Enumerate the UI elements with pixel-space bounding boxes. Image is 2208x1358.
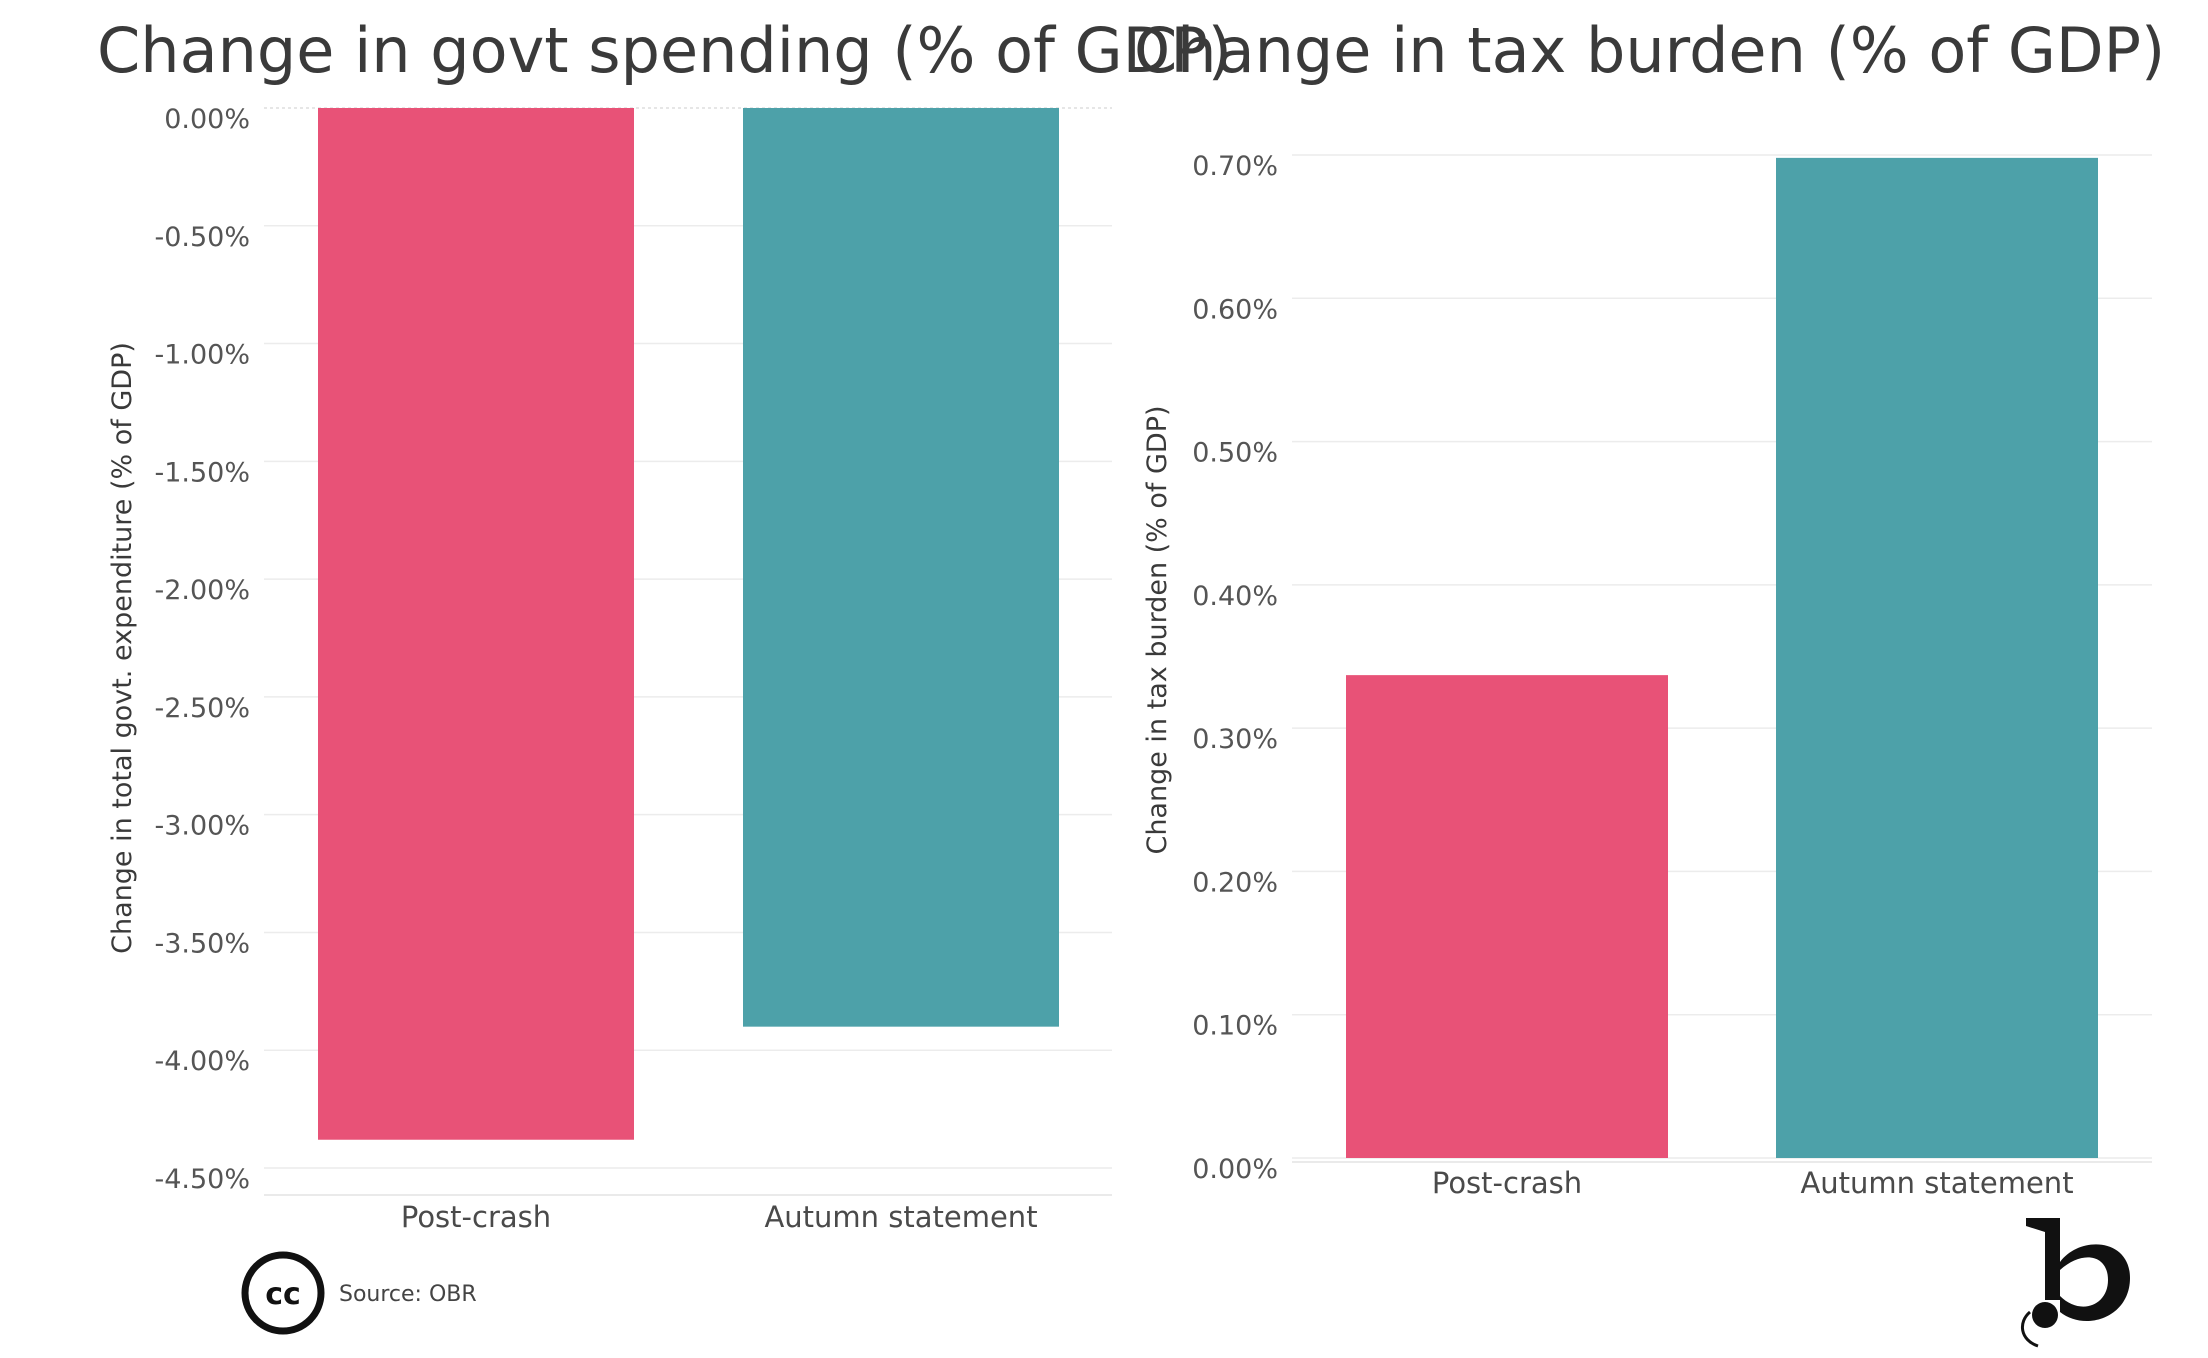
- tax-y-axis-label: Change in tax burden (% of GDP): [1142, 405, 1173, 854]
- spending-y-ticks: 0.00% -0.50% -1.00% -1.50% -2.00% -2.50% -3.00…: [154, 104, 250, 1195]
- tax-y-tick-label: 0.20%: [1192, 867, 1278, 898]
- b-logo-icon: [2021, 1218, 2130, 1348]
- spending-y-tick-label: -2.50%: [154, 693, 250, 724]
- spending-y-tick-label: 0.00%: [164, 104, 250, 135]
- tax-y-tick-label: 0.50%: [1192, 438, 1278, 469]
- spending-y-axis-label: Change in total govt. expenditure (% of …: [107, 342, 138, 954]
- source-note: Source: OBR: [339, 1282, 477, 1307]
- tax-chart-title: Change in tax burden (% of GDP): [1134, 14, 2165, 87]
- tax-x-tick-label: Post-crash: [1432, 1166, 1582, 1200]
- spending-bar-post-crash: [318, 108, 634, 1140]
- tax-chart: Change in tax burden (% of GDP) Change i…: [1134, 14, 2165, 1200]
- tax-x-ticks: Post-crash Autumn statement: [1432, 1166, 2074, 1200]
- tax-bar-post-crash: [1346, 675, 1668, 1158]
- spending-y-tick-label: -1.00%: [154, 340, 250, 371]
- tax-y-tick-label: 0.70%: [1192, 151, 1278, 182]
- tax-y-tick-label: 0.30%: [1192, 724, 1278, 755]
- tax-y-tick-label: 0.00%: [1192, 1154, 1278, 1185]
- spending-y-tick-label: -2.00%: [154, 575, 250, 606]
- tax-bars: [1346, 157, 2098, 1158]
- spending-y-tick-label: -0.50%: [154, 222, 250, 253]
- spending-x-tick-label: Autumn statement: [764, 1200, 1037, 1234]
- tax-y-ticks: 0.00% 0.10% 0.20% 0.30% 0.40% 0.50% 0.60% 0.70%: [1192, 151, 1278, 1185]
- spending-chart-title: Change in govt spending (% of GDP): [97, 14, 1232, 87]
- spending-bars: [318, 108, 1059, 1140]
- spending-chart: Change in govt spending (% of GDP) Chang…: [97, 14, 1232, 1234]
- spending-y-tick-label: -3.00%: [154, 811, 250, 842]
- spending-y-tick-label: -4.50%: [154, 1164, 250, 1195]
- tax-y-tick-label: 0.60%: [1192, 294, 1278, 325]
- spending-x-ticks: Post-crash Autumn statement: [401, 1200, 1038, 1234]
- creative-commons-icon: cc: [241, 1251, 325, 1335]
- spending-bar-autumn-statement: [743, 108, 1059, 1027]
- tax-x-tick-label: Autumn statement: [1800, 1166, 2073, 1200]
- spending-y-tick-label: -3.50%: [154, 928, 250, 959]
- license-text: cc: [265, 1277, 301, 1312]
- spending-y-tick-label: -1.50%: [154, 457, 250, 488]
- tax-bar-autumn-statement: [1776, 157, 2098, 1158]
- spending-x-tick-label: Post-crash: [401, 1200, 551, 1234]
- tax-y-tick-label: 0.40%: [1192, 581, 1278, 612]
- spending-y-tick-label: -4.00%: [154, 1046, 250, 1077]
- tax-y-tick-label: 0.10%: [1192, 1011, 1278, 1042]
